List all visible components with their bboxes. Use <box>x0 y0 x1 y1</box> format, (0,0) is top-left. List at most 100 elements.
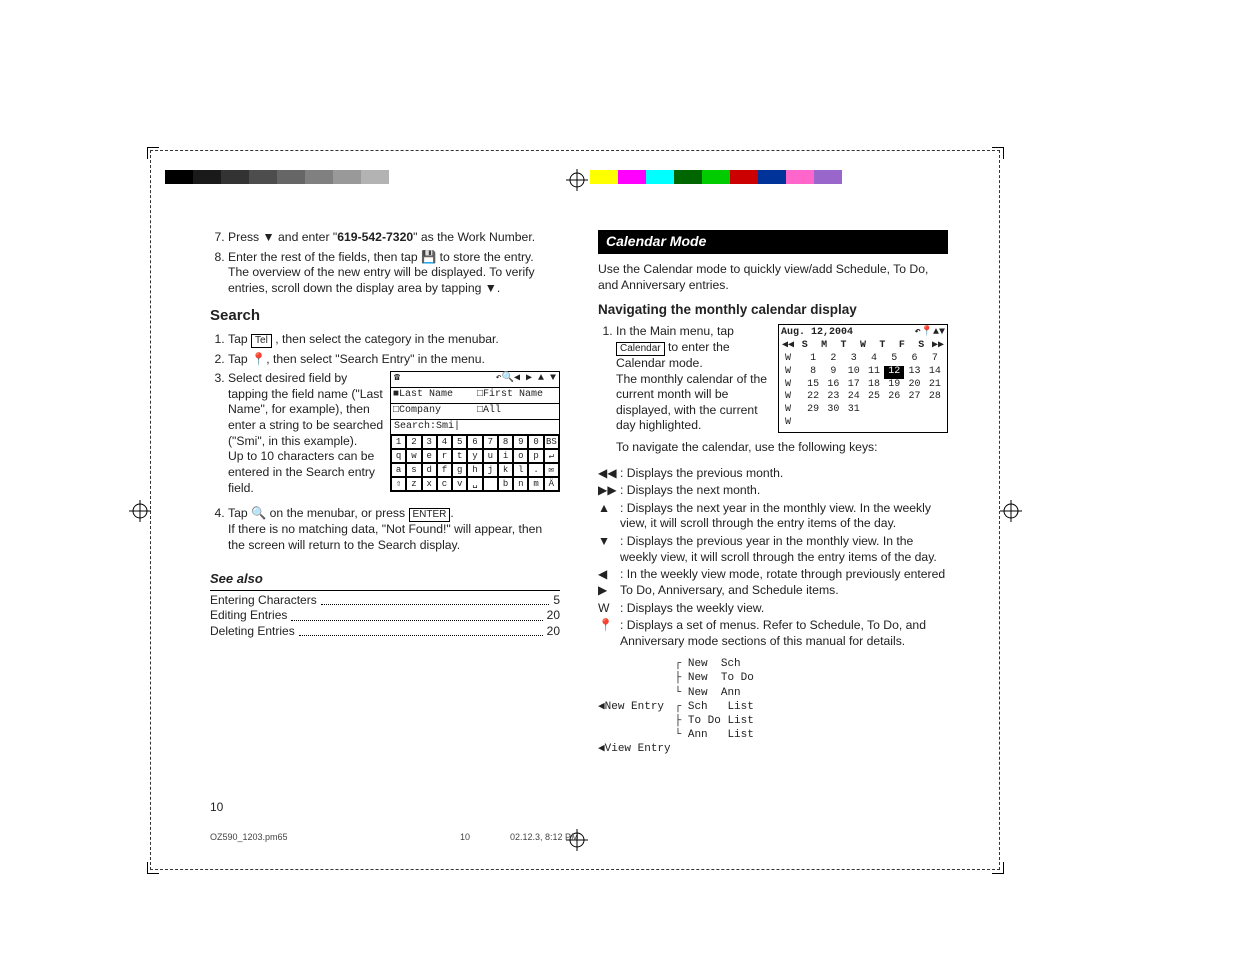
cal-cell: W <box>781 417 795 430</box>
tel-key: Tel <box>251 334 272 348</box>
key: h <box>467 463 482 477</box>
left-column: Press ▼ and enter "619-542-7320" as the … <box>210 230 560 784</box>
page: 5 <box>553 593 560 608</box>
cal-cell: 25 <box>864 391 884 404</box>
footer-date: 02.12.3, 8:12 PM <box>510 832 579 839</box>
swatch <box>814 170 842 184</box>
cal-cell: 8 <box>803 366 823 379</box>
nav-item: ▼: Displays the previous year in the mon… <box>598 534 948 565</box>
phone-number: 619-542-7320 <box>337 230 413 244</box>
field-firstname: □First Name <box>475 388 559 403</box>
cal-cell: 21 <box>925 379 945 392</box>
nav-item: W: Displays the weekly view. <box>598 601 948 617</box>
key: t <box>452 449 467 463</box>
cal-cell: 13 <box>904 366 924 379</box>
swatch <box>305 170 333 184</box>
cal-cell: 29 <box>803 404 823 417</box>
calendar-screen: Aug. 12,2004↶📍▲▼ ◀◀SMTWTFS▶▶W1234567W891… <box>778 324 948 432</box>
enter-key: ENTER <box>409 508 451 522</box>
see-also-heading: See also <box>210 571 560 591</box>
crop-v <box>1003 147 1004 159</box>
see-also-row: Deleting Entries20 <box>210 624 560 639</box>
swatch <box>333 170 361 184</box>
cal-cell <box>795 391 803 404</box>
crop-v <box>147 862 148 874</box>
field-all: □All <box>475 404 559 419</box>
crop-v <box>1003 862 1004 874</box>
swatch <box>786 170 814 184</box>
key: a <box>391 463 406 477</box>
key: 1 <box>391 435 406 449</box>
footer: OZ590_1203.pm65 10 02.12.3, 8:12 PM <box>210 832 950 839</box>
cal-cell: 20 <box>904 379 924 392</box>
cal-cell: 27 <box>904 391 924 404</box>
page: 20 <box>547 624 560 639</box>
cal-cell: 18 <box>864 379 884 392</box>
text: to store the entry. <box>436 250 533 264</box>
cal-cell <box>884 404 904 417</box>
key: u <box>483 449 498 463</box>
text: To navigate the calendar, use the follow… <box>616 440 948 456</box>
phone-icon: ☎ <box>394 373 400 386</box>
key: v <box>452 477 467 491</box>
cal-cell: 28 <box>925 391 945 404</box>
search-step-4: Tap 🔍 on the menubar, or press ENTER. If… <box>228 506 560 553</box>
field-lastname: ■Last Name <box>391 388 475 403</box>
see-also-row: Entering Characters5 <box>210 593 560 608</box>
nav-text: : Displays the previous month. <box>620 466 948 482</box>
text: and enter " <box>275 230 338 244</box>
cal-cell: 22 <box>803 391 823 404</box>
key: 2 <box>406 435 421 449</box>
tree-right: ┌ New Sch ├ New To Do └ New Ann ┌ Sch Li… <box>675 657 754 741</box>
cal-cell <box>795 353 803 366</box>
intro-text: Use the Calendar mode to quickly view/ad… <box>598 262 948 293</box>
key: i <box>498 449 513 463</box>
cal-cell <box>803 417 823 430</box>
right-column: Calendar Mode Use the Calendar mode to q… <box>598 230 948 784</box>
nav-item: ▶▶: Displays the next month. <box>598 483 948 499</box>
crop-h <box>147 147 159 148</box>
key: b <box>498 477 513 491</box>
colorbar-left <box>165 170 389 184</box>
page: 20 <box>547 608 560 623</box>
text: on the menubar, or press <box>266 506 408 520</box>
step-8: Enter the rest of the fields, then tap 💾… <box>228 250 560 297</box>
registration-mark-icon <box>566 169 588 191</box>
key: x <box>422 477 437 491</box>
swatch <box>618 170 646 184</box>
swatch <box>646 170 674 184</box>
page-number: 10 <box>210 800 223 814</box>
cal-cell: 5 <box>884 353 904 366</box>
key: g <box>452 463 467 477</box>
cal-cell: W <box>781 379 795 392</box>
cal-cell <box>795 417 803 430</box>
cal-cell: 10 <box>844 366 864 379</box>
key: 0 <box>528 435 543 449</box>
label: Editing Entries <box>210 608 287 623</box>
swatch <box>758 170 786 184</box>
field-company: □Company <box>391 404 475 419</box>
key: . <box>528 463 543 477</box>
crop-h <box>147 873 159 874</box>
keyboard: 1234567890BSqwertyuiop↵asdfghjkl.✉⇧zxcv␣… <box>391 435 559 491</box>
key: y <box>467 449 482 463</box>
cal-cell: 15 <box>803 379 823 392</box>
text: Select desired field by tapping the fiel… <box>228 371 383 447</box>
cal-cell: 31 <box>844 404 864 417</box>
cal-icons: ↶📍▲▼ <box>915 327 945 340</box>
cal-cell: 3 <box>844 353 864 366</box>
swatch <box>193 170 221 184</box>
registration-mark-icon <box>1000 500 1022 522</box>
key: s <box>406 463 421 477</box>
cal-cell: 17 <box>844 379 864 392</box>
text: Enter the rest of the fields, then tap <box>228 250 421 264</box>
text: , then select the category in the menuba… <box>272 332 499 346</box>
leader-dots <box>299 624 543 636</box>
nav-keys-list: ◀◀: Displays the previous month.▶▶: Disp… <box>598 466 948 650</box>
leader-dots <box>321 593 550 605</box>
key: j <box>483 463 498 477</box>
cal-cell: 4 <box>864 353 884 366</box>
swatch <box>361 170 389 184</box>
key: c <box>437 477 452 491</box>
calendar-key: Calendar <box>616 342 665 356</box>
